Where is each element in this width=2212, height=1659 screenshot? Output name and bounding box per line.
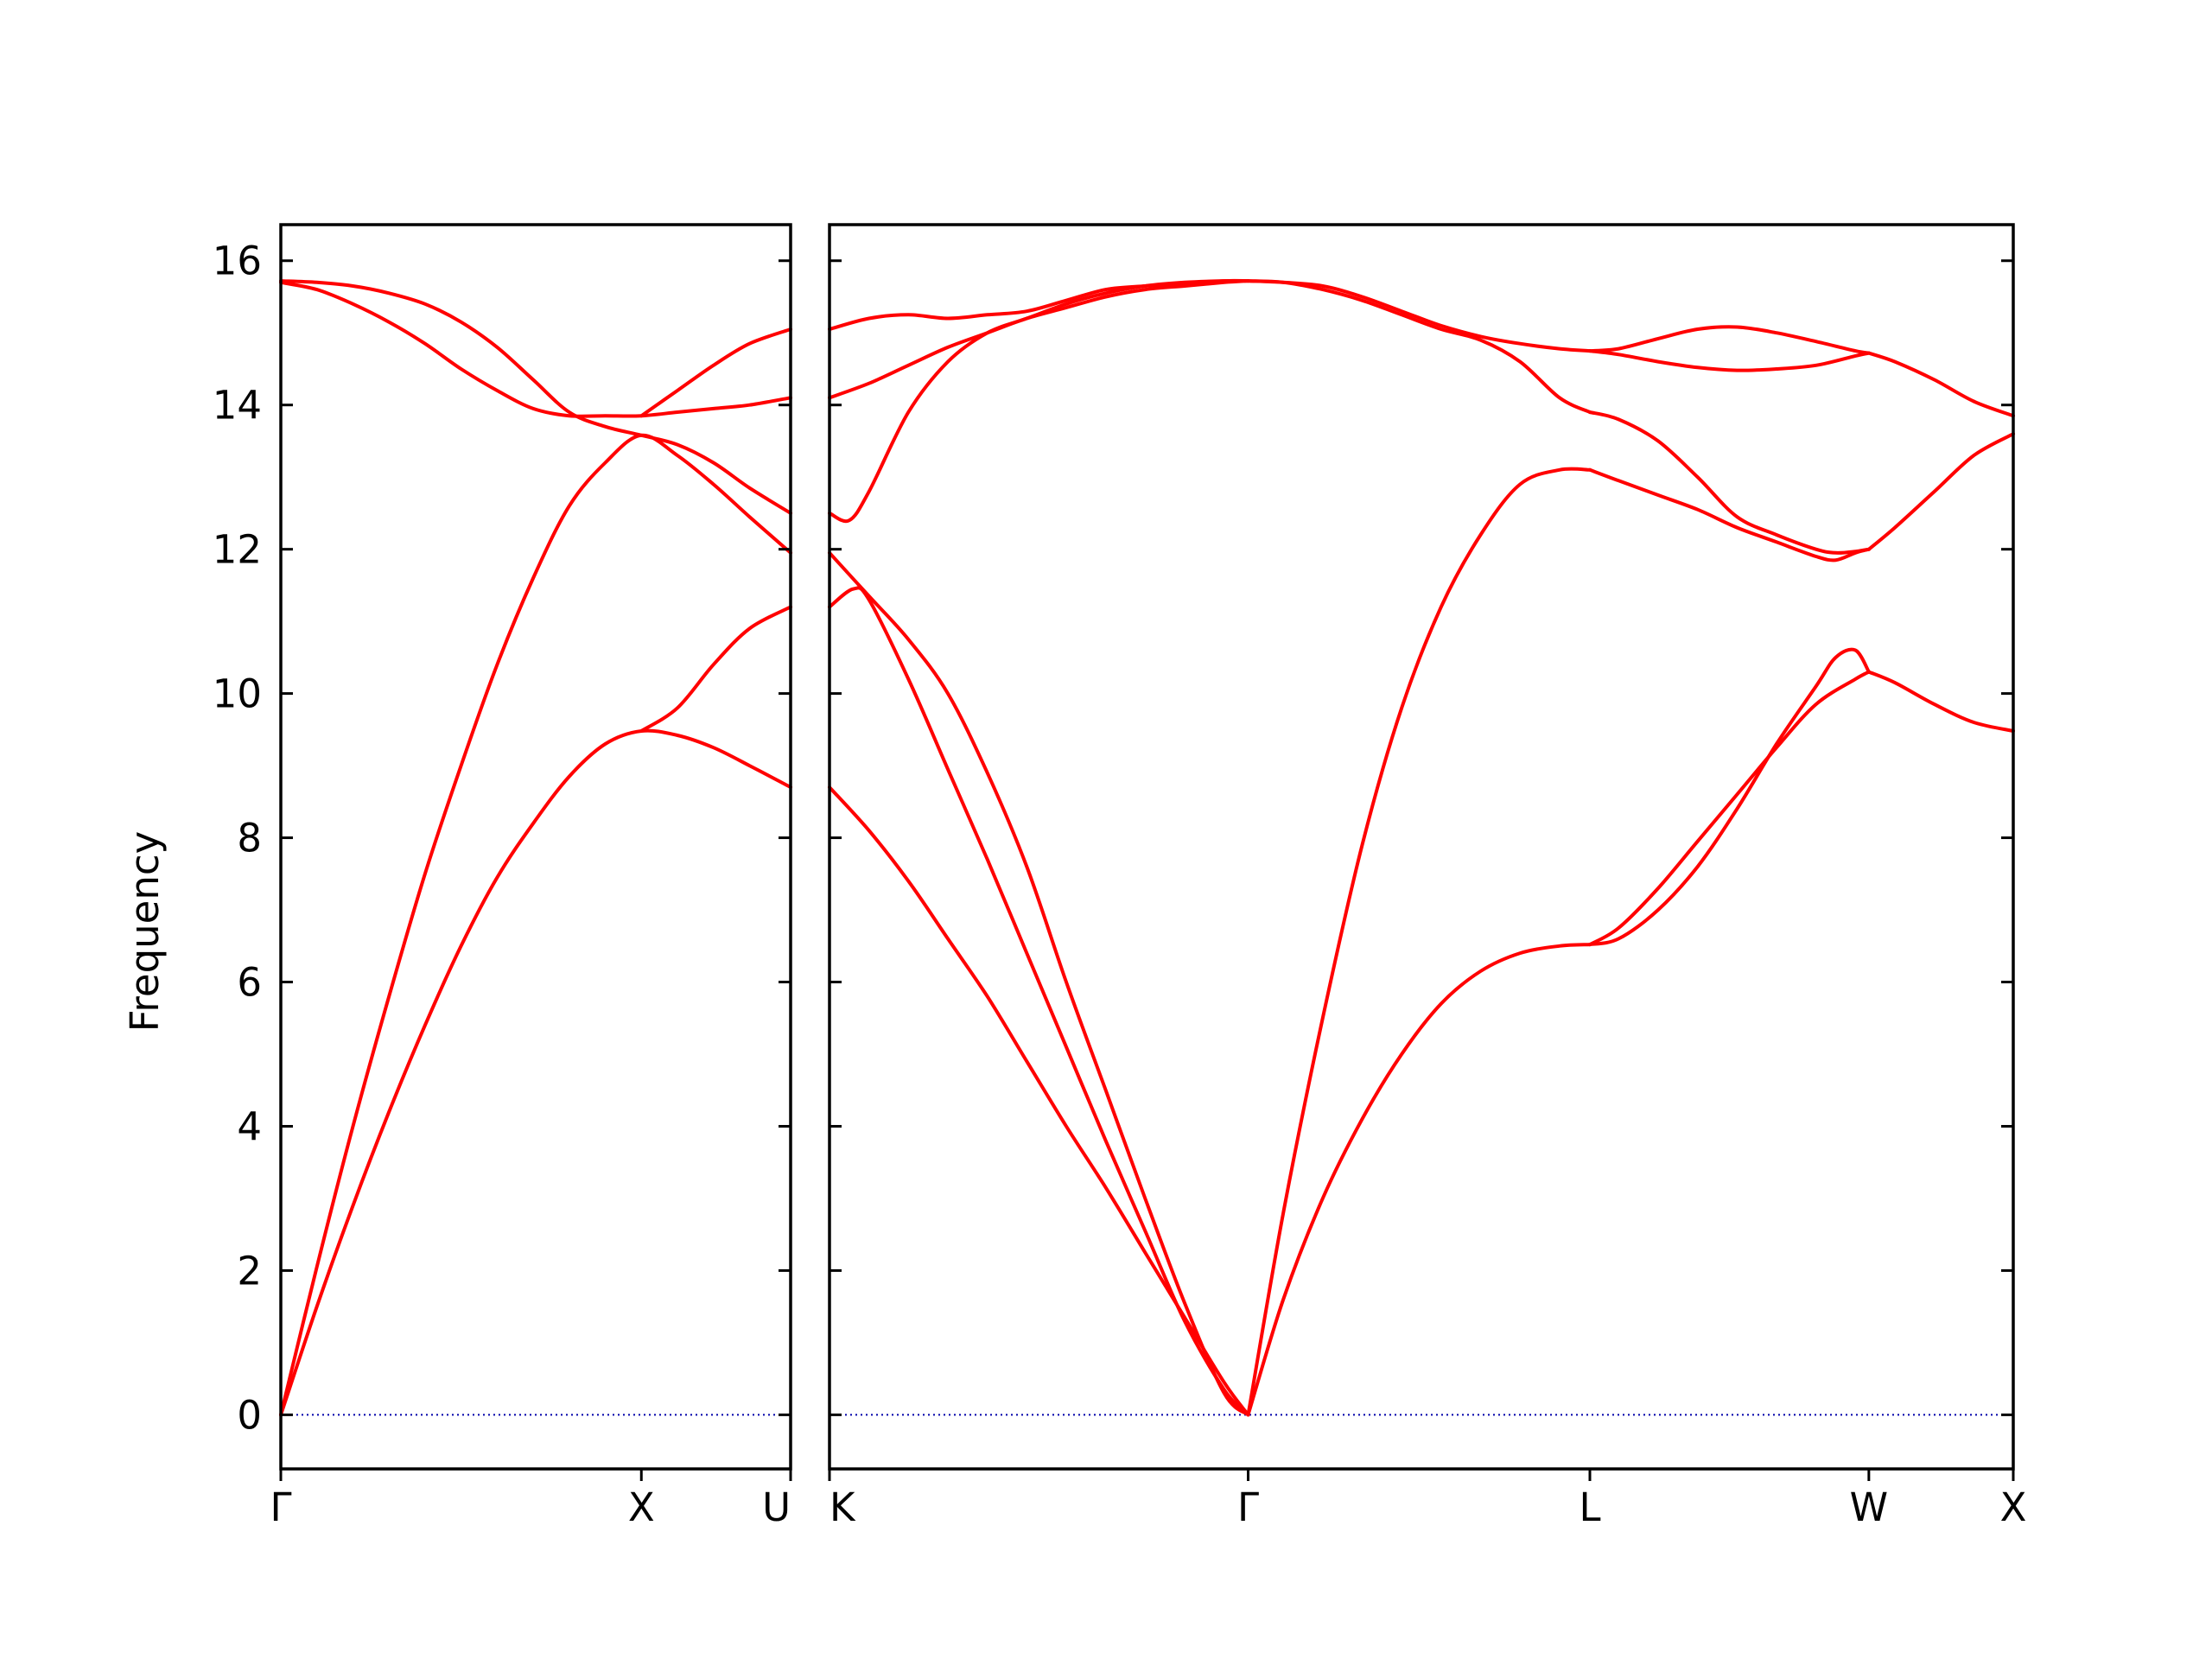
y-tick-label: 0 xyxy=(237,1392,262,1438)
band-curve-panel1-5 xyxy=(639,605,792,733)
x-tick-label-X: X xyxy=(628,1484,655,1530)
y-tick-label: 8 xyxy=(237,816,262,861)
band-curve-panel2-15 xyxy=(1588,349,1871,372)
x-tick-label-U: U xyxy=(762,1484,791,1530)
band-curve-panel1-2 xyxy=(279,433,792,1417)
band-curve-panel2-6 xyxy=(828,279,1250,400)
frames-layer xyxy=(279,223,2015,1471)
y-axis-label: Frequency xyxy=(122,831,168,1032)
band-curve-panel2-19 xyxy=(1866,351,2015,418)
band-curve-panel2-17 xyxy=(1866,670,2015,733)
band-curve-panel2-3 xyxy=(828,550,1250,1417)
band-curve-panel2-7 xyxy=(1246,943,1592,1417)
bands-layer xyxy=(279,278,2015,1417)
band-curve-panel2-5 xyxy=(828,278,1250,331)
band-curve-panel2-13 xyxy=(1588,467,1871,563)
band-curve-panel2-14 xyxy=(1588,410,1871,555)
y-tick-label: 14 xyxy=(213,383,262,429)
x-tick-label-K: K xyxy=(830,1484,856,1530)
band-curve-panel1-4 xyxy=(279,279,792,515)
y-tick-label: 2 xyxy=(237,1248,262,1294)
band-curve-panel2-10 xyxy=(1246,279,1592,353)
y-tick-label: 4 xyxy=(237,1103,262,1149)
x-tick-label-W: W xyxy=(1850,1484,1889,1530)
y-tick-label: 6 xyxy=(237,960,262,1006)
plot-frame-panel-1 xyxy=(279,223,792,1471)
y-tick-label: 16 xyxy=(213,238,262,284)
plot-frame-panel-2 xyxy=(828,223,2015,1471)
y-tick-label: 10 xyxy=(213,671,262,717)
band-curve-panel1-1 xyxy=(279,728,792,1417)
band-curve-panel1-3 xyxy=(279,280,792,418)
band-curve-panel1-6 xyxy=(639,327,792,418)
y-tick-label: 12 xyxy=(213,527,262,573)
band-curve-panel2-2 xyxy=(828,586,1250,1417)
x-tick-label-Γ: Γ xyxy=(270,1484,291,1530)
x-tick-label-Γ: Γ xyxy=(1237,1484,1259,1530)
band-curve-panel2-11 xyxy=(1588,647,1871,947)
ticks-layer: 0 2 4 6 8 10 12 14 16 Γ X U K Γ L W X xyxy=(213,238,2027,1530)
band-curve-panel2-9 xyxy=(1246,279,1592,414)
band-curve-panel2-12 xyxy=(1588,670,1871,947)
band-curve-panel2-8 xyxy=(1246,467,1592,1417)
x-tick-label-L: L xyxy=(1579,1484,1600,1530)
band-curve-panel2-16 xyxy=(1588,325,1871,355)
band-curve-panel2-18 xyxy=(1866,432,2015,551)
x-tick-label-X: X xyxy=(2000,1484,2027,1530)
